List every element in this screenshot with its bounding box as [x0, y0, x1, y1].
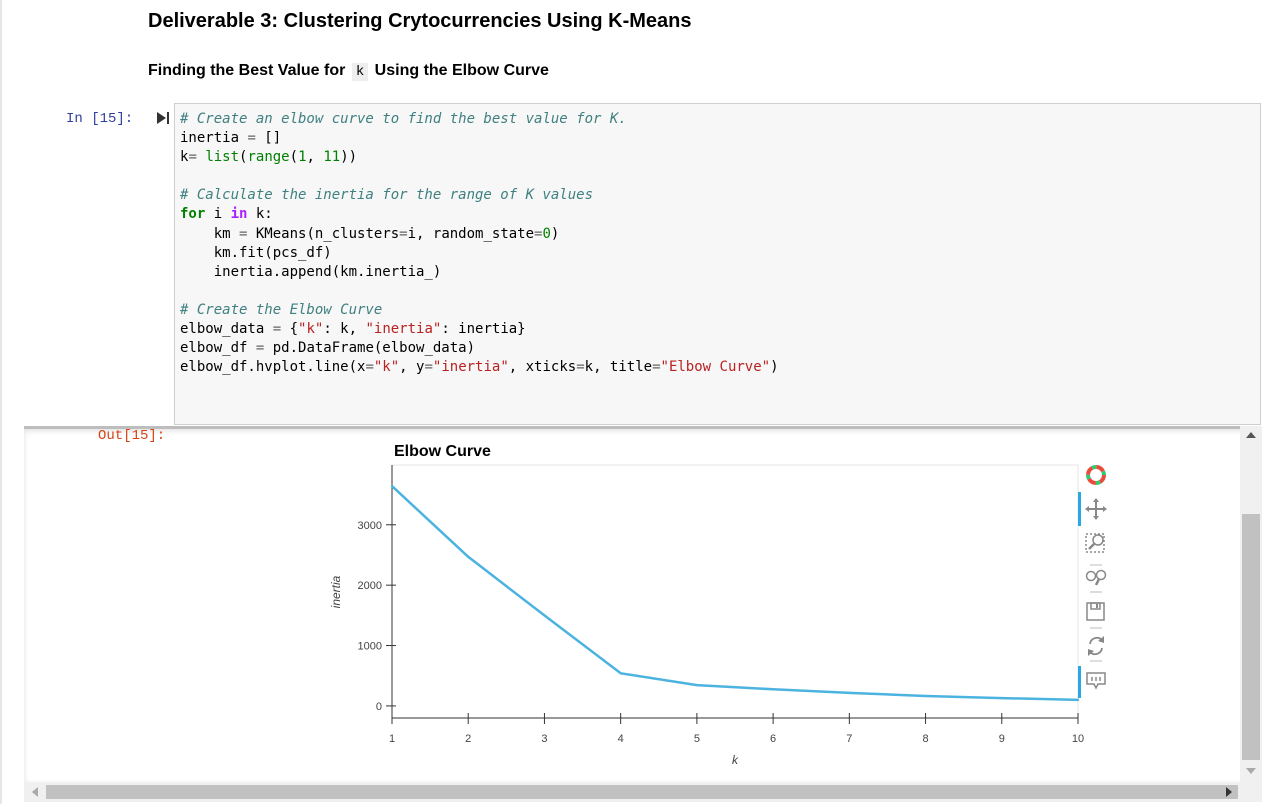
page-title: Deliverable 3: Clustering Crytocurrencie… [148, 10, 692, 32]
subheading-text-after: Using the Elbow Curve [374, 62, 549, 79]
x-tick-label: 9 [999, 733, 1005, 745]
x-tick-label: 2 [465, 733, 471, 745]
scroll-down-arrow[interactable] [1246, 768, 1256, 774]
series-inertia [390, 484, 1080, 702]
vertical-scrollbar[interactable] [1240, 426, 1262, 782]
pan-active-indicator [1078, 492, 1081, 526]
series-line [391, 485, 1079, 702]
run-cell-icon[interactable] [156, 111, 170, 125]
data-point [619, 672, 622, 675]
horizontal-scroll-thumb[interactable] [46, 785, 1238, 799]
x-tick-label: 10 [1072, 733, 1084, 745]
subheading-text-before: Finding the Best Value for [148, 62, 346, 79]
box-zoom-icon[interactable] [1085, 533, 1105, 553]
scroll-right-arrow[interactable] [1226, 787, 1232, 797]
section-subheading: Finding the Best Value for k Using the E… [148, 62, 549, 81]
x-tick-label: 7 [846, 733, 852, 745]
data-point [390, 484, 394, 488]
x-tick-label: 1 [389, 733, 395, 745]
input-prompt: In [15]: [66, 111, 134, 127]
bokeh-logo-icon[interactable] [1086, 465, 1106, 485]
x-axis: 1 2 3 4 5 6 7 8 9 10 [389, 713, 1084, 745]
save-icon[interactable] [1086, 602, 1105, 629]
output-prompt: Out[15]: [98, 428, 166, 444]
x-tick-label: 3 [541, 733, 547, 745]
plot-frame [391, 464, 1079, 719]
code-cell-editor[interactable]: # Create an elbow curve to find the best… [174, 103, 1261, 425]
data-point [543, 614, 546, 617]
x-tick-label: 4 [618, 733, 624, 745]
plot-toolbar [1078, 465, 1107, 698]
subheading-inline-code: k [351, 63, 369, 81]
reset-icon[interactable] [1088, 636, 1104, 656]
pan-icon[interactable] [1085, 498, 1107, 520]
y-tick-label: 1000 [358, 641, 382, 653]
wheel-zoom-icon[interactable] [1085, 564, 1107, 593]
hover-active-indicator [1078, 666, 1081, 698]
code-source: # Create an elbow curve to find the best… [180, 111, 779, 376]
y-tick-label: 3000 [358, 520, 382, 532]
data-point [771, 688, 775, 691]
scroll-up-arrow[interactable] [1246, 432, 1256, 438]
hover-icon[interactable] [1086, 660, 1106, 690]
data-point [848, 691, 851, 695]
y-tick-label: 2000 [358, 580, 382, 592]
scroll-left-arrow[interactable] [32, 787, 38, 797]
y-tick-label: 0 [376, 701, 382, 713]
data-point [1076, 698, 1080, 702]
y-axis: 0 1000 2000 3000 [358, 465, 396, 718]
data-point [1000, 696, 1003, 700]
page-edge [0, 0, 2, 804]
x-tick-label: 6 [770, 733, 776, 745]
x-tick-label: 5 [694, 733, 700, 745]
data-point [695, 683, 699, 687]
data-point [467, 555, 470, 558]
data-point [924, 694, 927, 698]
y-axis-label: inertia [329, 575, 343, 608]
vertical-scroll-thumb[interactable] [1242, 514, 1260, 760]
x-tick-label: 8 [922, 733, 928, 745]
x-axis-label: k [732, 753, 739, 767]
output-area[interactable] [24, 426, 1262, 782]
horizontal-scrollbar[interactable] [24, 782, 1262, 802]
chart-title: Elbow Curve [394, 443, 491, 460]
